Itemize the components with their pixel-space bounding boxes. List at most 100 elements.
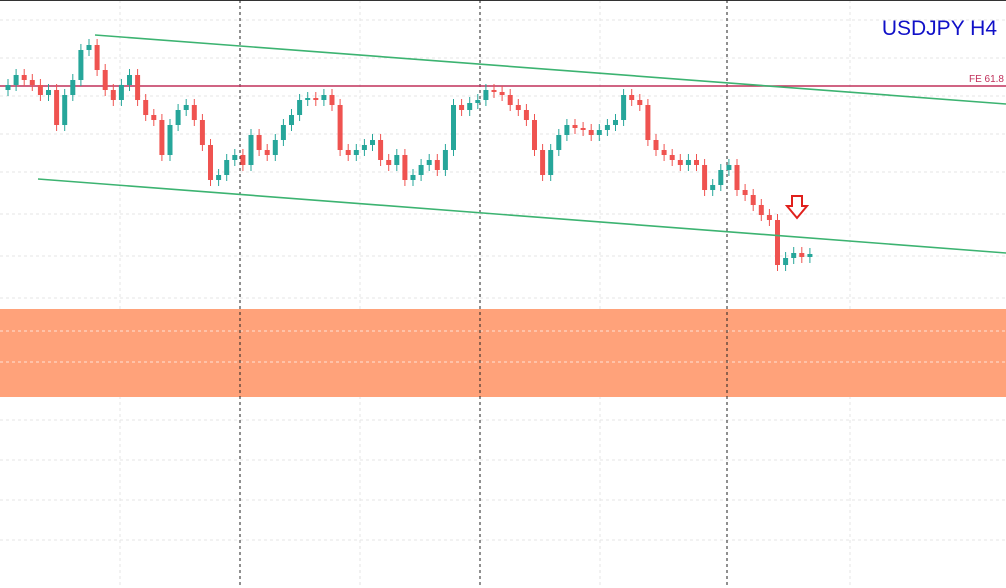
candle-body	[232, 155, 238, 160]
candle-body	[718, 170, 724, 185]
candle-body	[653, 140, 659, 150]
candle-body	[685, 160, 691, 165]
candle-body	[280, 125, 286, 140]
candle-body	[62, 95, 68, 125]
candle-body	[337, 105, 343, 150]
candle-body	[5, 85, 11, 90]
candle-body	[208, 145, 213, 180]
candle-body	[451, 105, 456, 150]
candle-body	[710, 185, 716, 190]
candle-body	[378, 140, 384, 160]
level-label: FE 61.8	[969, 74, 1004, 85]
candle-body	[289, 115, 294, 125]
candle-body	[807, 254, 813, 257]
candle-body	[758, 205, 764, 215]
candle-body	[475, 100, 481, 103]
candle-body	[21, 75, 27, 80]
candle-body	[540, 150, 546, 175]
candle-body	[702, 165, 708, 190]
candle-body	[418, 165, 424, 175]
candle-body	[159, 120, 165, 155]
candle-body	[135, 75, 141, 100]
candle-body	[199, 120, 205, 145]
candle-body	[459, 105, 465, 110]
candle-body	[37, 85, 43, 95]
candle-body	[588, 130, 594, 135]
candle-body	[361, 145, 367, 150]
candles	[5, 39, 813, 271]
candle-body	[402, 155, 408, 180]
candle-body	[523, 110, 529, 120]
candle-body	[572, 125, 578, 128]
candle-body	[370, 140, 375, 145]
candle-body	[766, 215, 772, 220]
candle-body	[29, 80, 35, 85]
candle-body	[102, 70, 108, 90]
candle-body	[596, 130, 602, 135]
candle-body	[507, 95, 513, 105]
candle-body	[410, 175, 416, 180]
candle-body	[353, 150, 359, 155]
channel-top	[94, 34, 1006, 105]
candle-body	[216, 175, 222, 180]
chart-title: USDJPY H4	[882, 17, 997, 40]
candle-body	[118, 85, 124, 100]
candle-body	[46, 90, 51, 95]
candle-body	[637, 100, 643, 105]
candle-body	[297, 100, 303, 115]
candle-body	[434, 160, 440, 170]
candle-body	[345, 150, 351, 155]
candle-body	[313, 98, 319, 100]
candle-body	[224, 160, 230, 175]
candle-body	[677, 160, 683, 165]
candle-body	[604, 125, 610, 130]
candle-body	[70, 80, 76, 95]
candle-body	[483, 90, 489, 100]
candle-body	[143, 100, 149, 115]
candle-body	[694, 160, 699, 165]
candle-body	[305, 98, 311, 100]
candle-body	[94, 45, 100, 70]
candle-body	[127, 75, 132, 85]
candle-body	[183, 105, 189, 110]
candle-body	[775, 220, 780, 265]
candle-body	[580, 128, 586, 130]
candle-body	[54, 90, 60, 125]
candle-body	[621, 95, 627, 120]
candle-body	[467, 103, 473, 110]
candle-body	[151, 115, 157, 120]
candle-body	[661, 150, 667, 155]
candle-body	[13, 75, 19, 85]
candle-body	[613, 120, 618, 125]
candle-body	[742, 190, 748, 195]
candle-body	[629, 95, 635, 100]
candle-body	[386, 160, 392, 165]
candle-body	[191, 105, 197, 120]
candle-body	[442, 150, 448, 170]
candle-body	[272, 140, 278, 155]
candle-body	[86, 45, 92, 50]
candle-body	[750, 195, 756, 205]
candle-body	[167, 125, 173, 155]
candle-body	[248, 135, 254, 165]
candle-body	[499, 92, 505, 95]
candle-body	[426, 160, 432, 165]
candle-body	[726, 165, 732, 170]
candle-body	[564, 125, 570, 135]
candle-body	[799, 253, 805, 257]
candle-body	[532, 120, 537, 150]
signal-arrow	[784, 195, 810, 220]
candle-body	[548, 150, 554, 175]
candle-body	[645, 105, 651, 140]
channel-bottom	[37, 178, 1006, 254]
candle-body	[394, 155, 400, 165]
candle-body	[78, 50, 84, 80]
candle-body	[110, 90, 116, 100]
candle-body	[264, 150, 270, 155]
candle-body	[734, 165, 740, 190]
support-zone	[0, 309, 1006, 397]
candle-body	[783, 258, 789, 265]
candle-body	[515, 105, 521, 110]
